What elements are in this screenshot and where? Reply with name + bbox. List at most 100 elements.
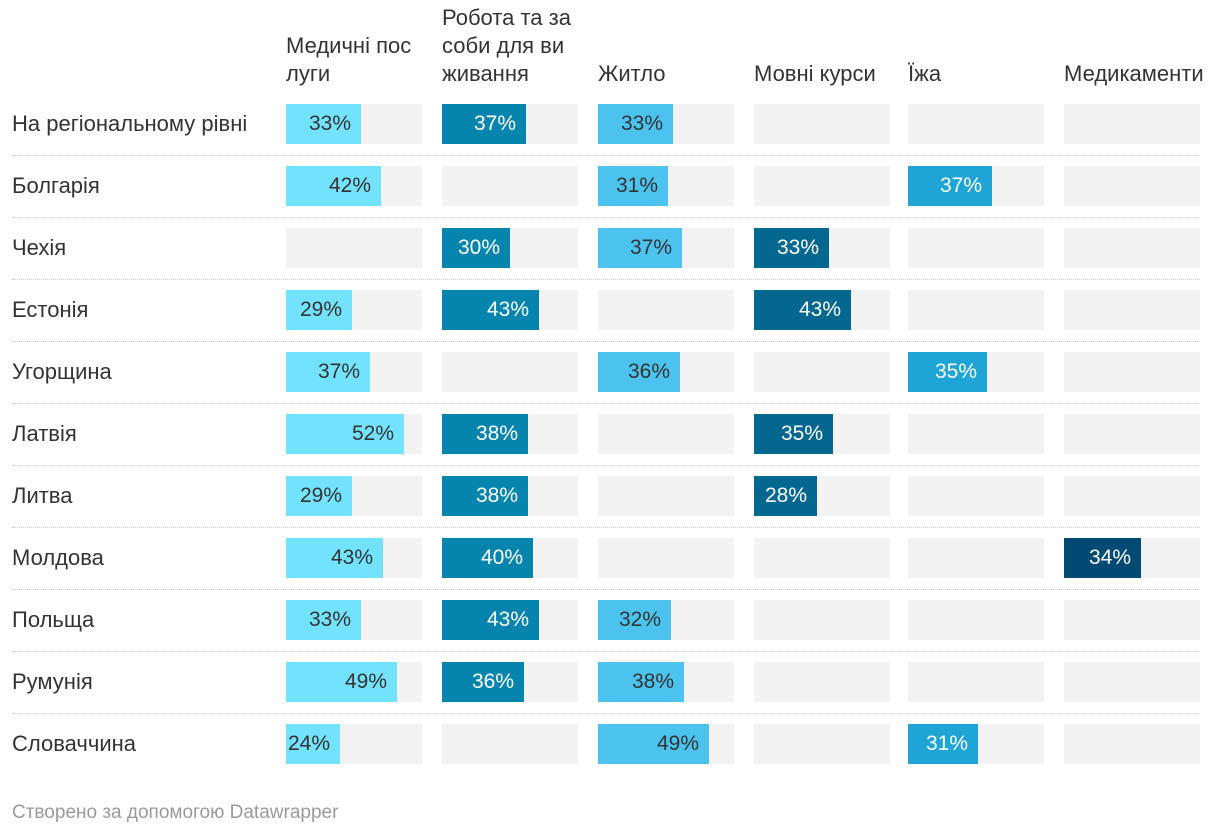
value-label: 43% [331,546,374,569]
value-label: 43% [799,298,842,321]
column-header: Мовні курси [754,61,876,86]
column-header: Медичні послуги [286,33,412,86]
cell-background [1064,166,1200,206]
cell-background [908,414,1044,454]
bar [442,228,510,268]
bar [754,228,829,268]
value-label: 43% [487,608,530,631]
cell-background [754,662,890,702]
cell-background [442,724,578,764]
value-label: 33% [309,608,352,631]
cell-background [442,166,578,206]
cell-background [908,228,1044,268]
cell-background [754,600,890,640]
cell-background [1064,290,1200,330]
value-label: 24% [288,732,331,755]
bar [286,600,361,640]
column-header: Робота та засоби для виживання [442,5,571,86]
value-label: 28% [765,484,808,507]
bar [442,476,528,516]
cell-background [1064,662,1200,702]
bar [442,538,533,578]
bar [286,166,381,206]
value-label: 30% [458,236,501,259]
value-label: 31% [616,174,659,197]
value-label: 32% [619,608,662,631]
value-label: 38% [476,422,519,445]
row-separator [12,155,1200,156]
row-label: Польща [12,607,95,632]
cell-background [442,352,578,392]
bar [442,104,526,144]
column-header: Їжа [908,61,942,86]
value-label: 40% [481,546,524,569]
bar [908,166,992,206]
value-label: 33% [309,112,352,135]
bar [908,352,987,392]
bar [598,600,671,640]
value-label: 34% [1089,546,1132,569]
row-label: На регіональному рівні [12,111,248,136]
cell-background [1064,600,1200,640]
value-label: 52% [352,422,395,445]
row-separator [12,403,1200,404]
row-label: Литва [12,483,73,508]
value-label: 35% [935,360,978,383]
row-separator [12,217,1200,218]
row-separator [12,527,1200,528]
bar [442,290,539,330]
cell-background [908,476,1044,516]
row-separator [12,341,1200,342]
bar [286,538,383,578]
footer-credit: Створено за допомогою Datawrapper [12,802,339,823]
cell-background [1064,104,1200,144]
value-label: 36% [628,360,671,383]
value-label: 43% [487,298,530,321]
row-label: Чехія [12,235,67,260]
bar [598,724,709,764]
value-label: 37% [940,174,983,197]
cell-background [598,476,734,516]
row-label: Угорщина [12,359,112,384]
cell-background [754,352,890,392]
bar [598,166,668,206]
column-header: Медикаменти [1064,61,1204,86]
bar [442,414,528,454]
cell-background [754,538,890,578]
cell-background [1064,476,1200,516]
chart-table: Медичні послуги Робота та засоби для вижи… [12,5,1204,764]
cell-background [908,600,1044,640]
bar [286,352,370,392]
value-label: 37% [630,236,673,259]
value-label: 36% [472,670,515,693]
value-label: 38% [476,484,519,507]
cell-background [1064,414,1200,454]
bar [286,290,352,330]
value-label: 29% [300,484,343,507]
cell-background [908,104,1044,144]
value-label: 42% [329,174,372,197]
bar [754,476,817,516]
bar [598,352,680,392]
bar [442,662,524,702]
row-label: Латвія [12,421,77,446]
cell-background [286,228,422,268]
bar [286,104,361,144]
value-label: 37% [318,360,361,383]
row-label: Словаччина [12,731,136,756]
value-label: 35% [781,422,824,445]
cell-background [1064,352,1200,392]
cell-background [598,538,734,578]
row-separator [12,651,1200,652]
bar [598,662,684,702]
bar [286,662,397,702]
value-label: 38% [632,670,675,693]
bar [1064,538,1141,578]
cell-background [754,104,890,144]
row-label: Румунія [12,669,93,694]
value-label: 33% [621,112,664,135]
value-label: 49% [345,670,388,693]
bar [286,476,352,516]
cell-background [754,724,890,764]
value-label: 49% [657,732,700,755]
